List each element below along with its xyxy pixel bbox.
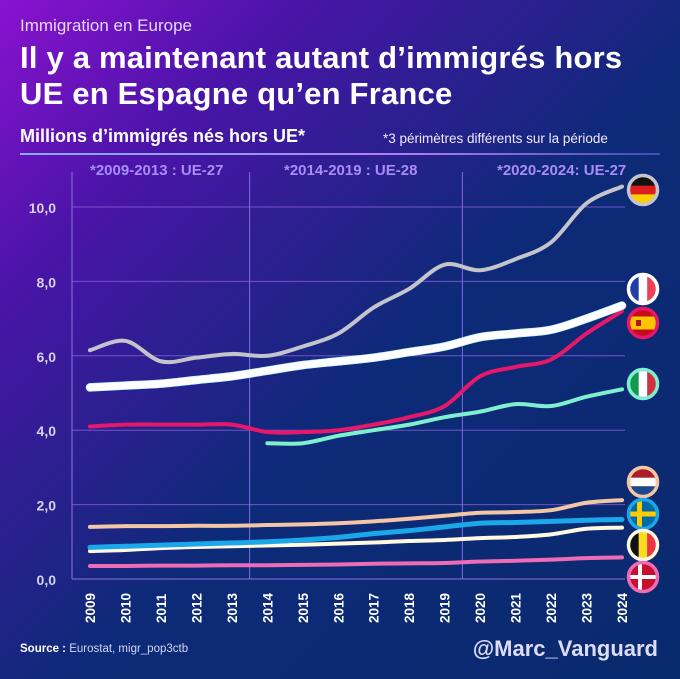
denmark-flag-ring xyxy=(626,560,660,594)
period-label-1: *2009-2013 : UE-27 xyxy=(90,162,224,179)
y-tick-label: 6,0 xyxy=(37,349,57,365)
period-label-2: *2014-2019 : UE-28 xyxy=(284,162,418,179)
x-tick-label: 2020 xyxy=(473,593,488,623)
spain-flag-icon xyxy=(630,310,656,336)
x-tick-label: 2010 xyxy=(118,593,133,623)
france-flag-ring xyxy=(626,272,660,306)
kicker: Immigration en Europe xyxy=(20,16,192,35)
netherlands-flag-icon xyxy=(630,469,656,495)
series-line-france xyxy=(86,302,626,391)
y-tick-label: 8,0 xyxy=(37,274,57,290)
source-text: Eurostat, migr_pop3ctb xyxy=(66,643,189,655)
belgium-flag-ring xyxy=(626,528,660,562)
perimeter-note: *3 périmètres différents sur la période xyxy=(383,131,608,146)
germany-flag-ring xyxy=(626,173,660,207)
x-tick-label: 2017 xyxy=(367,593,382,623)
sweden-flag-ring xyxy=(626,497,660,531)
y-tick-label: 2,0 xyxy=(37,498,57,514)
source-note: Source : Eurostat, migr_pop3ctb xyxy=(20,643,188,655)
y-tick-label: 4,0 xyxy=(37,423,57,439)
netherlands-flag-ring xyxy=(626,465,660,499)
x-tick-label: 2009 xyxy=(83,593,98,623)
denmark-flag-icon xyxy=(630,564,656,590)
x-tick-label: 2023 xyxy=(580,592,595,623)
germany-flag-icon xyxy=(630,177,656,203)
sweden-flag-icon xyxy=(630,501,656,527)
x-tick-label: 2015 xyxy=(296,592,311,623)
x-tick-label: 2011 xyxy=(154,593,169,623)
italy-flag-icon xyxy=(630,371,656,397)
subtitle-rule xyxy=(20,153,660,155)
spain-flag-ring xyxy=(626,306,660,340)
series-line-italy xyxy=(265,387,624,446)
x-tick-label: 2022 xyxy=(544,593,559,623)
chart-title: Il y a maintenant autant d’immigrés hors… xyxy=(20,40,623,111)
series-line-spain xyxy=(88,309,624,435)
x-tick-label: 2021 xyxy=(509,592,524,623)
belgium-flag-icon xyxy=(630,532,656,558)
y-tick-label: 10,0 xyxy=(29,200,56,216)
series-line-france-glow xyxy=(85,301,627,392)
period-label-3: *2020-2024: UE-27 xyxy=(497,162,627,179)
series-line-germany xyxy=(88,184,624,365)
x-tick-label: 2012 xyxy=(189,593,204,623)
y-tick-label: 0,0 xyxy=(37,572,57,588)
author-handle: @Marc_Vanguard xyxy=(472,636,658,661)
x-tick-label: 2019 xyxy=(438,593,453,623)
x-tick-label: 2018 xyxy=(402,592,417,623)
series-line-netherlands xyxy=(88,498,624,529)
source-label: Source : xyxy=(20,643,67,655)
italy-flag-ring xyxy=(626,367,660,401)
france-flag-icon xyxy=(630,276,656,302)
x-tick-label: 2013 xyxy=(225,592,240,623)
series-line-sweden xyxy=(87,516,625,550)
x-tick-label: 2014 xyxy=(260,592,275,623)
series-line-denmark xyxy=(88,555,624,569)
x-tick-label: 2024 xyxy=(615,592,630,623)
x-tick-label: 2016 xyxy=(331,592,346,623)
series-line-belgium xyxy=(88,525,624,554)
chart-subtitle: Millions d’immigrés nés hors UE* xyxy=(20,126,306,146)
